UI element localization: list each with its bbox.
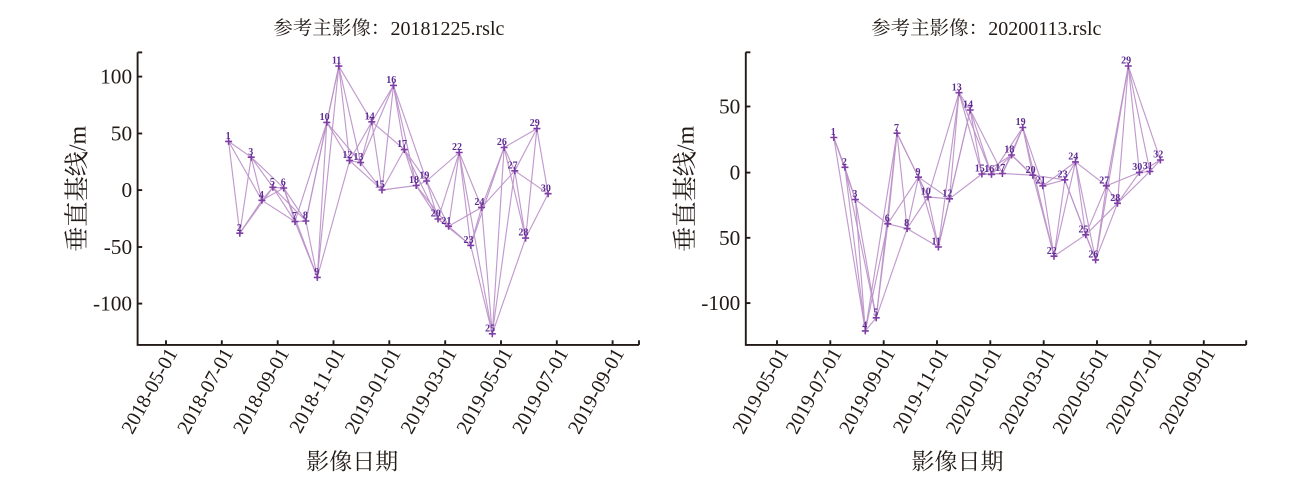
svg-text:21: 21 — [441, 216, 451, 227]
svg-text:50: 50 — [111, 122, 132, 146]
svg-text:29: 29 — [1121, 56, 1131, 67]
svg-text:27: 27 — [508, 160, 518, 171]
svg-text:16: 16 — [386, 75, 396, 86]
svg-text:14: 14 — [365, 111, 375, 122]
svg-text:6: 6 — [885, 213, 890, 224]
svg-text:/m: /m — [66, 125, 92, 151]
svg-text:1: 1 — [226, 131, 231, 142]
svg-text:8: 8 — [303, 211, 308, 222]
svg-text:22: 22 — [452, 142, 462, 153]
svg-text:0: 0 — [121, 178, 132, 202]
svg-text:28: 28 — [1110, 193, 1120, 204]
svg-text:25: 25 — [485, 323, 495, 334]
svg-text:24: 24 — [474, 197, 484, 208]
svg-text:-50: -50 — [104, 235, 132, 259]
svg-text:30: 30 — [1132, 162, 1142, 173]
svg-text:26: 26 — [1088, 250, 1098, 261]
svg-text:2: 2 — [842, 157, 847, 168]
svg-text:8: 8 — [904, 218, 909, 229]
svg-text:100: 100 — [100, 65, 132, 89]
svg-text:10: 10 — [320, 112, 330, 123]
svg-text:17: 17 — [995, 163, 1005, 174]
svg-text:50: 50 — [719, 95, 740, 119]
svg-text:3: 3 — [852, 189, 857, 200]
svg-text:20: 20 — [1026, 165, 1036, 176]
svg-text:19: 19 — [1016, 117, 1026, 128]
svg-text:15: 15 — [375, 180, 385, 191]
svg-text:20: 20 — [431, 209, 441, 220]
svg-text:9: 9 — [314, 267, 319, 278]
svg-text:3: 3 — [248, 147, 253, 158]
svg-text:15: 15 — [975, 164, 985, 175]
svg-text:23: 23 — [464, 235, 474, 246]
svg-text:4: 4 — [862, 321, 867, 332]
svg-text:23: 23 — [1058, 169, 1068, 180]
svg-text:7: 7 — [894, 123, 899, 134]
svg-text:16: 16 — [984, 164, 994, 175]
svg-text:4: 4 — [259, 190, 264, 201]
svg-text:2: 2 — [237, 223, 242, 234]
svg-text:-100: -100 — [93, 292, 132, 316]
svg-text:6: 6 — [281, 178, 286, 189]
svg-text:12: 12 — [342, 150, 352, 161]
svg-text:0: 0 — [730, 161, 741, 185]
svg-text:22: 22 — [1047, 246, 1057, 257]
svg-text:29: 29 — [530, 118, 540, 129]
svg-text:14: 14 — [963, 100, 973, 111]
svg-text:/m: /m — [674, 125, 700, 151]
svg-text:13: 13 — [952, 82, 962, 93]
svg-text:26: 26 — [497, 137, 507, 148]
svg-text:21: 21 — [1036, 175, 1046, 186]
svg-text:13: 13 — [353, 152, 363, 163]
svg-text:20200113.rslc: 20200113.rslc — [988, 18, 1101, 40]
svg-text:11: 11 — [332, 56, 341, 67]
svg-text:11: 11 — [931, 237, 940, 248]
svg-text:5: 5 — [873, 307, 878, 318]
svg-text:30: 30 — [541, 183, 551, 194]
svg-text:50: 50 — [719, 226, 740, 250]
svg-text:-100: -100 — [701, 291, 740, 315]
svg-text:24: 24 — [1068, 152, 1078, 163]
svg-text:20181225.rslc: 20181225.rslc — [391, 18, 505, 40]
svg-text:18: 18 — [1004, 145, 1014, 156]
svg-text:25: 25 — [1079, 224, 1089, 235]
svg-text:10: 10 — [921, 187, 931, 198]
svg-text:32: 32 — [1153, 150, 1163, 161]
svg-text:19: 19 — [419, 171, 429, 182]
svg-text:7: 7 — [292, 211, 297, 222]
svg-text:31: 31 — [1143, 161, 1153, 172]
svg-text:28: 28 — [518, 228, 528, 239]
svg-text:1: 1 — [831, 127, 836, 138]
svg-text:18: 18 — [409, 175, 419, 186]
svg-text:9: 9 — [916, 167, 921, 178]
svg-text:5: 5 — [270, 177, 275, 188]
svg-text:17: 17 — [397, 139, 407, 150]
svg-text:12: 12 — [942, 188, 952, 199]
svg-text:27: 27 — [1099, 175, 1109, 186]
